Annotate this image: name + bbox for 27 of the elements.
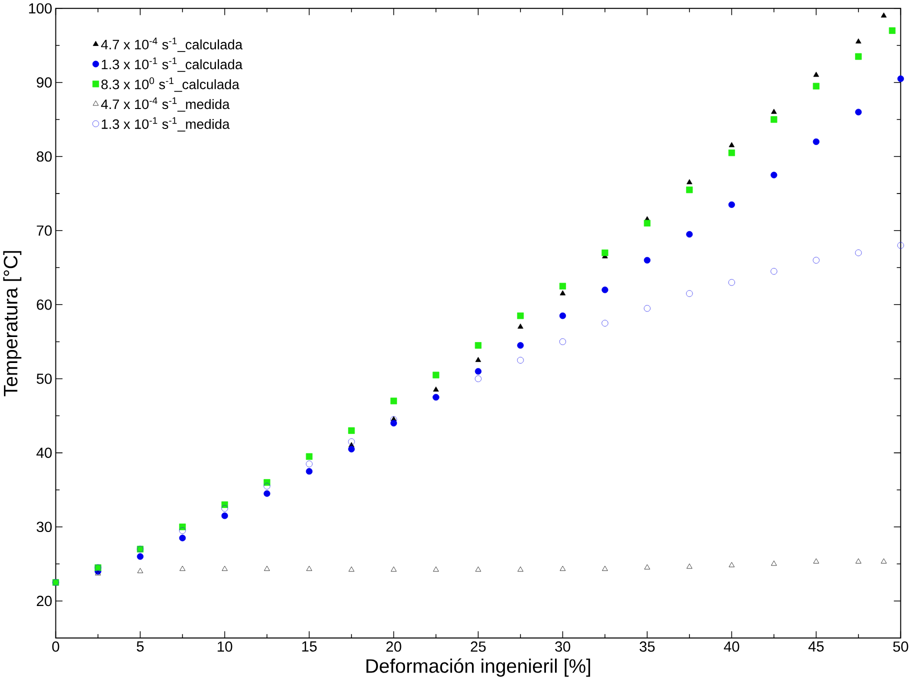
x-tick-label: 25 — [470, 641, 486, 652]
legend-label: 4.7 x 10$^{-4}$ s$^{-1}$_calculada — [101, 38, 243, 52]
y-tick-label: 90 — [36, 77, 52, 88]
y-tick-label: 100 — [29, 3, 52, 14]
x-tick-label: 50 — [893, 641, 908, 652]
x-tick-label: 30 — [555, 641, 570, 652]
x-tick-label: 0 — [52, 641, 60, 652]
x-tick-label: 45 — [808, 641, 824, 652]
legend-label: 1.3 x 10$^{-1}$ s$^{-1}$_medida — [102, 117, 230, 132]
y-tick-label: 40 — [36, 448, 52, 458]
y-tick-label: 50 — [36, 374, 52, 384]
x-tick-label: 5 — [136, 641, 144, 652]
y-tick-label: 30 — [36, 522, 52, 532]
x-tick-label: 35 — [640, 641, 655, 652]
legend-label: 4.7 x 10$^{-4}$ s$^{-1}$_medida — [101, 97, 230, 112]
y-tick-label: 60 — [36, 300, 52, 310]
x-tick-label: 20 — [386, 641, 402, 652]
y-axis-title: Temperatura [°C] — [3, 251, 22, 396]
legend-label: 8.3 x 10$^{0}$ s$^{-1}$_calculada — [101, 77, 240, 92]
x-tick-label: 40 — [724, 641, 740, 652]
y-tick-label: 70 — [36, 225, 52, 236]
x-tick-label: 10 — [218, 641, 232, 652]
y-tick-label: 80 — [36, 151, 52, 162]
x-tick-label: 15 — [302, 641, 317, 652]
legend-label: 1.3 x 10$^{-1}$ s$^{-1}$_calculada — [102, 58, 243, 72]
y-tick-label: 20 — [36, 596, 52, 606]
x-axis-title: Deformación ingenieril [%] — [366, 658, 590, 677]
